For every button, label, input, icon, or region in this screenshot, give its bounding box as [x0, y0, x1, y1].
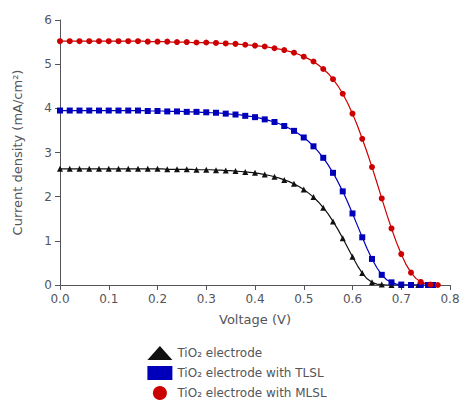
svg-text:Current density (mA/cm²): Current density (mA/cm²) [10, 70, 25, 236]
svg-text:4: 4 [44, 101, 52, 115]
svg-text:0.3: 0.3 [197, 292, 216, 306]
svg-text:1: 1 [44, 234, 52, 248]
svg-text:0.1: 0.1 [99, 292, 118, 306]
svg-text:0.8: 0.8 [440, 292, 459, 306]
svg-text:0.2: 0.2 [148, 292, 167, 306]
svg-text:0.7: 0.7 [392, 292, 411, 306]
svg-text:0.6: 0.6 [343, 292, 362, 306]
svg-text:0.5: 0.5 [294, 292, 313, 306]
svg-text:Voltage (V): Voltage (V) [219, 312, 291, 327]
svg-text:2: 2 [44, 190, 52, 204]
svg-text:0.0: 0.0 [50, 292, 69, 306]
svg-text:TiO₂ electrode with TLSL: TiO₂ electrode with TLSL [176, 366, 324, 380]
svg-text:TiO₂ electrode with MLSL: TiO₂ electrode with MLSL [176, 386, 327, 400]
svg-text:6: 6 [44, 13, 52, 27]
svg-text:5: 5 [44, 57, 52, 71]
svg-text:TiO₂ electrode: TiO₂ electrode [176, 346, 262, 360]
svg-text:0.4: 0.4 [245, 292, 264, 306]
svg-text:3: 3 [44, 146, 52, 160]
svg-text:0: 0 [44, 278, 52, 292]
